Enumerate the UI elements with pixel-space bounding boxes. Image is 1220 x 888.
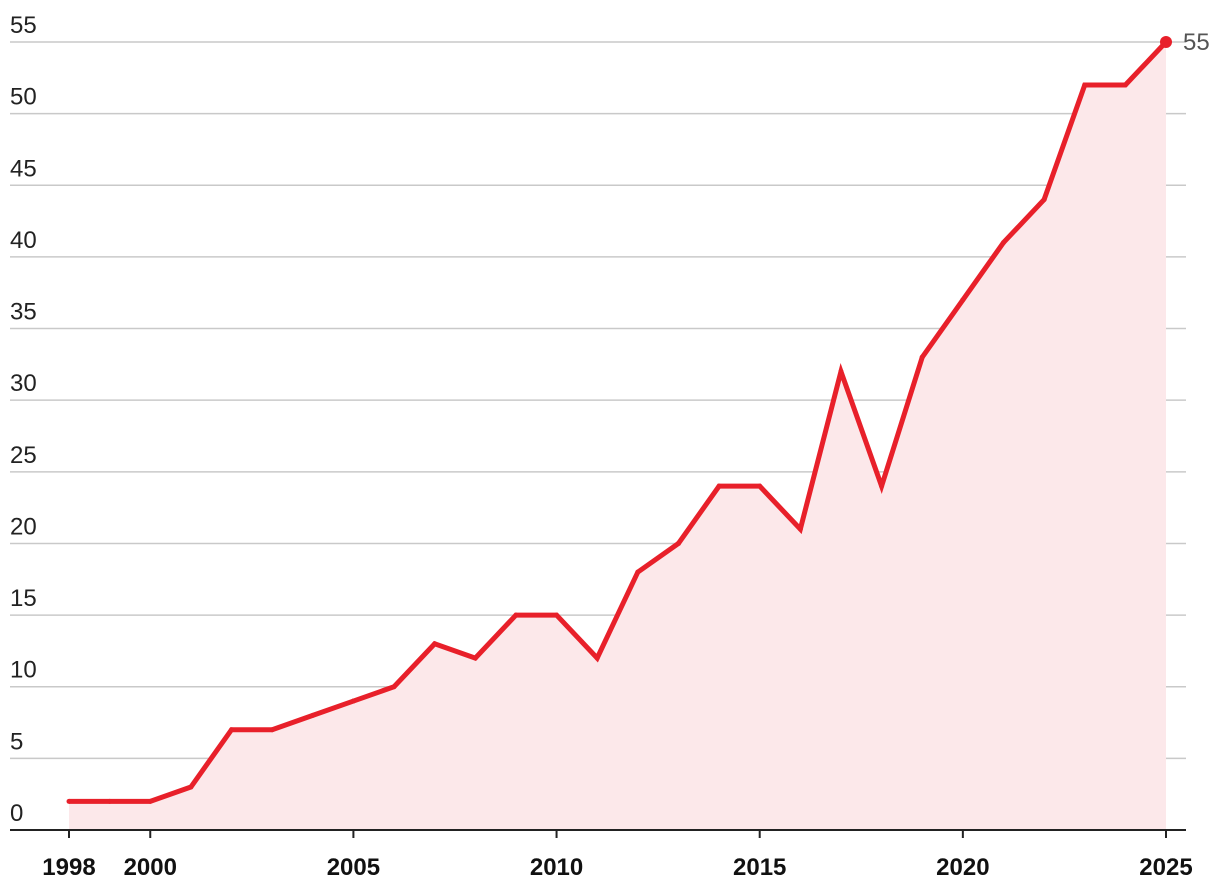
y-axis-tick-labels: 0 5 10 15 20 25 30 35 40 45 50 55	[10, 12, 37, 827]
end-value-label: 55	[1183, 29, 1210, 56]
data-point	[188, 784, 194, 790]
y-tick-label: 50	[10, 84, 37, 111]
series-line	[69, 40, 1168, 804]
data-point	[1122, 82, 1128, 88]
data-point	[675, 540, 681, 546]
data-point	[66, 798, 72, 804]
y-tick-label: 20	[10, 513, 37, 540]
x-axis-tick-labels: 1998 2000 2005 2010 2015 2020 2025	[42, 854, 1192, 881]
y-tick-label: 35	[10, 299, 37, 326]
x-axis	[10, 829, 1186, 838]
x-tick-label: 2005	[327, 854, 380, 881]
y-tick-label: 55	[10, 12, 37, 39]
data-point	[554, 612, 560, 618]
x-tick-label: 2015	[733, 854, 786, 881]
data-point	[147, 798, 153, 804]
data-point	[513, 612, 519, 618]
data-point	[960, 297, 966, 303]
y-tick-label: 15	[10, 585, 37, 612]
data-point	[919, 354, 925, 360]
data-point	[1082, 82, 1088, 88]
end-point-marker	[1160, 36, 1172, 48]
data-point	[879, 483, 885, 489]
data-point	[838, 369, 844, 375]
data-point	[432, 641, 438, 647]
gridlines	[10, 41, 1186, 760]
data-point	[229, 727, 235, 733]
data-point	[472, 655, 478, 661]
data-point	[1000, 240, 1006, 246]
data-point	[757, 483, 763, 489]
data-point	[391, 684, 397, 690]
data-points	[66, 39, 1169, 804]
y-tick-label: 45	[10, 155, 37, 182]
x-tick-label: 2000	[124, 854, 177, 881]
x-tick-label: 2025	[1139, 854, 1192, 881]
y-tick-label: 40	[10, 227, 37, 254]
y-tick-label: 25	[10, 442, 37, 469]
data-point	[310, 712, 316, 718]
data-point	[107, 798, 113, 804]
area-fill	[69, 42, 1166, 830]
data-point	[797, 526, 803, 532]
data-point	[635, 569, 641, 575]
y-tick-label: 30	[10, 370, 37, 397]
x-tick-label: 1998	[42, 854, 95, 881]
x-tick-label: 2020	[936, 854, 989, 881]
data-point	[269, 727, 275, 733]
y-tick-label: 10	[10, 657, 37, 684]
y-tick-label: 0	[10, 800, 23, 827]
data-point	[594, 655, 600, 661]
data-point	[350, 698, 356, 704]
y-tick-label: 5	[10, 728, 23, 755]
data-point	[716, 483, 722, 489]
x-tick-label: 2010	[530, 854, 583, 881]
data-point	[1041, 197, 1047, 203]
